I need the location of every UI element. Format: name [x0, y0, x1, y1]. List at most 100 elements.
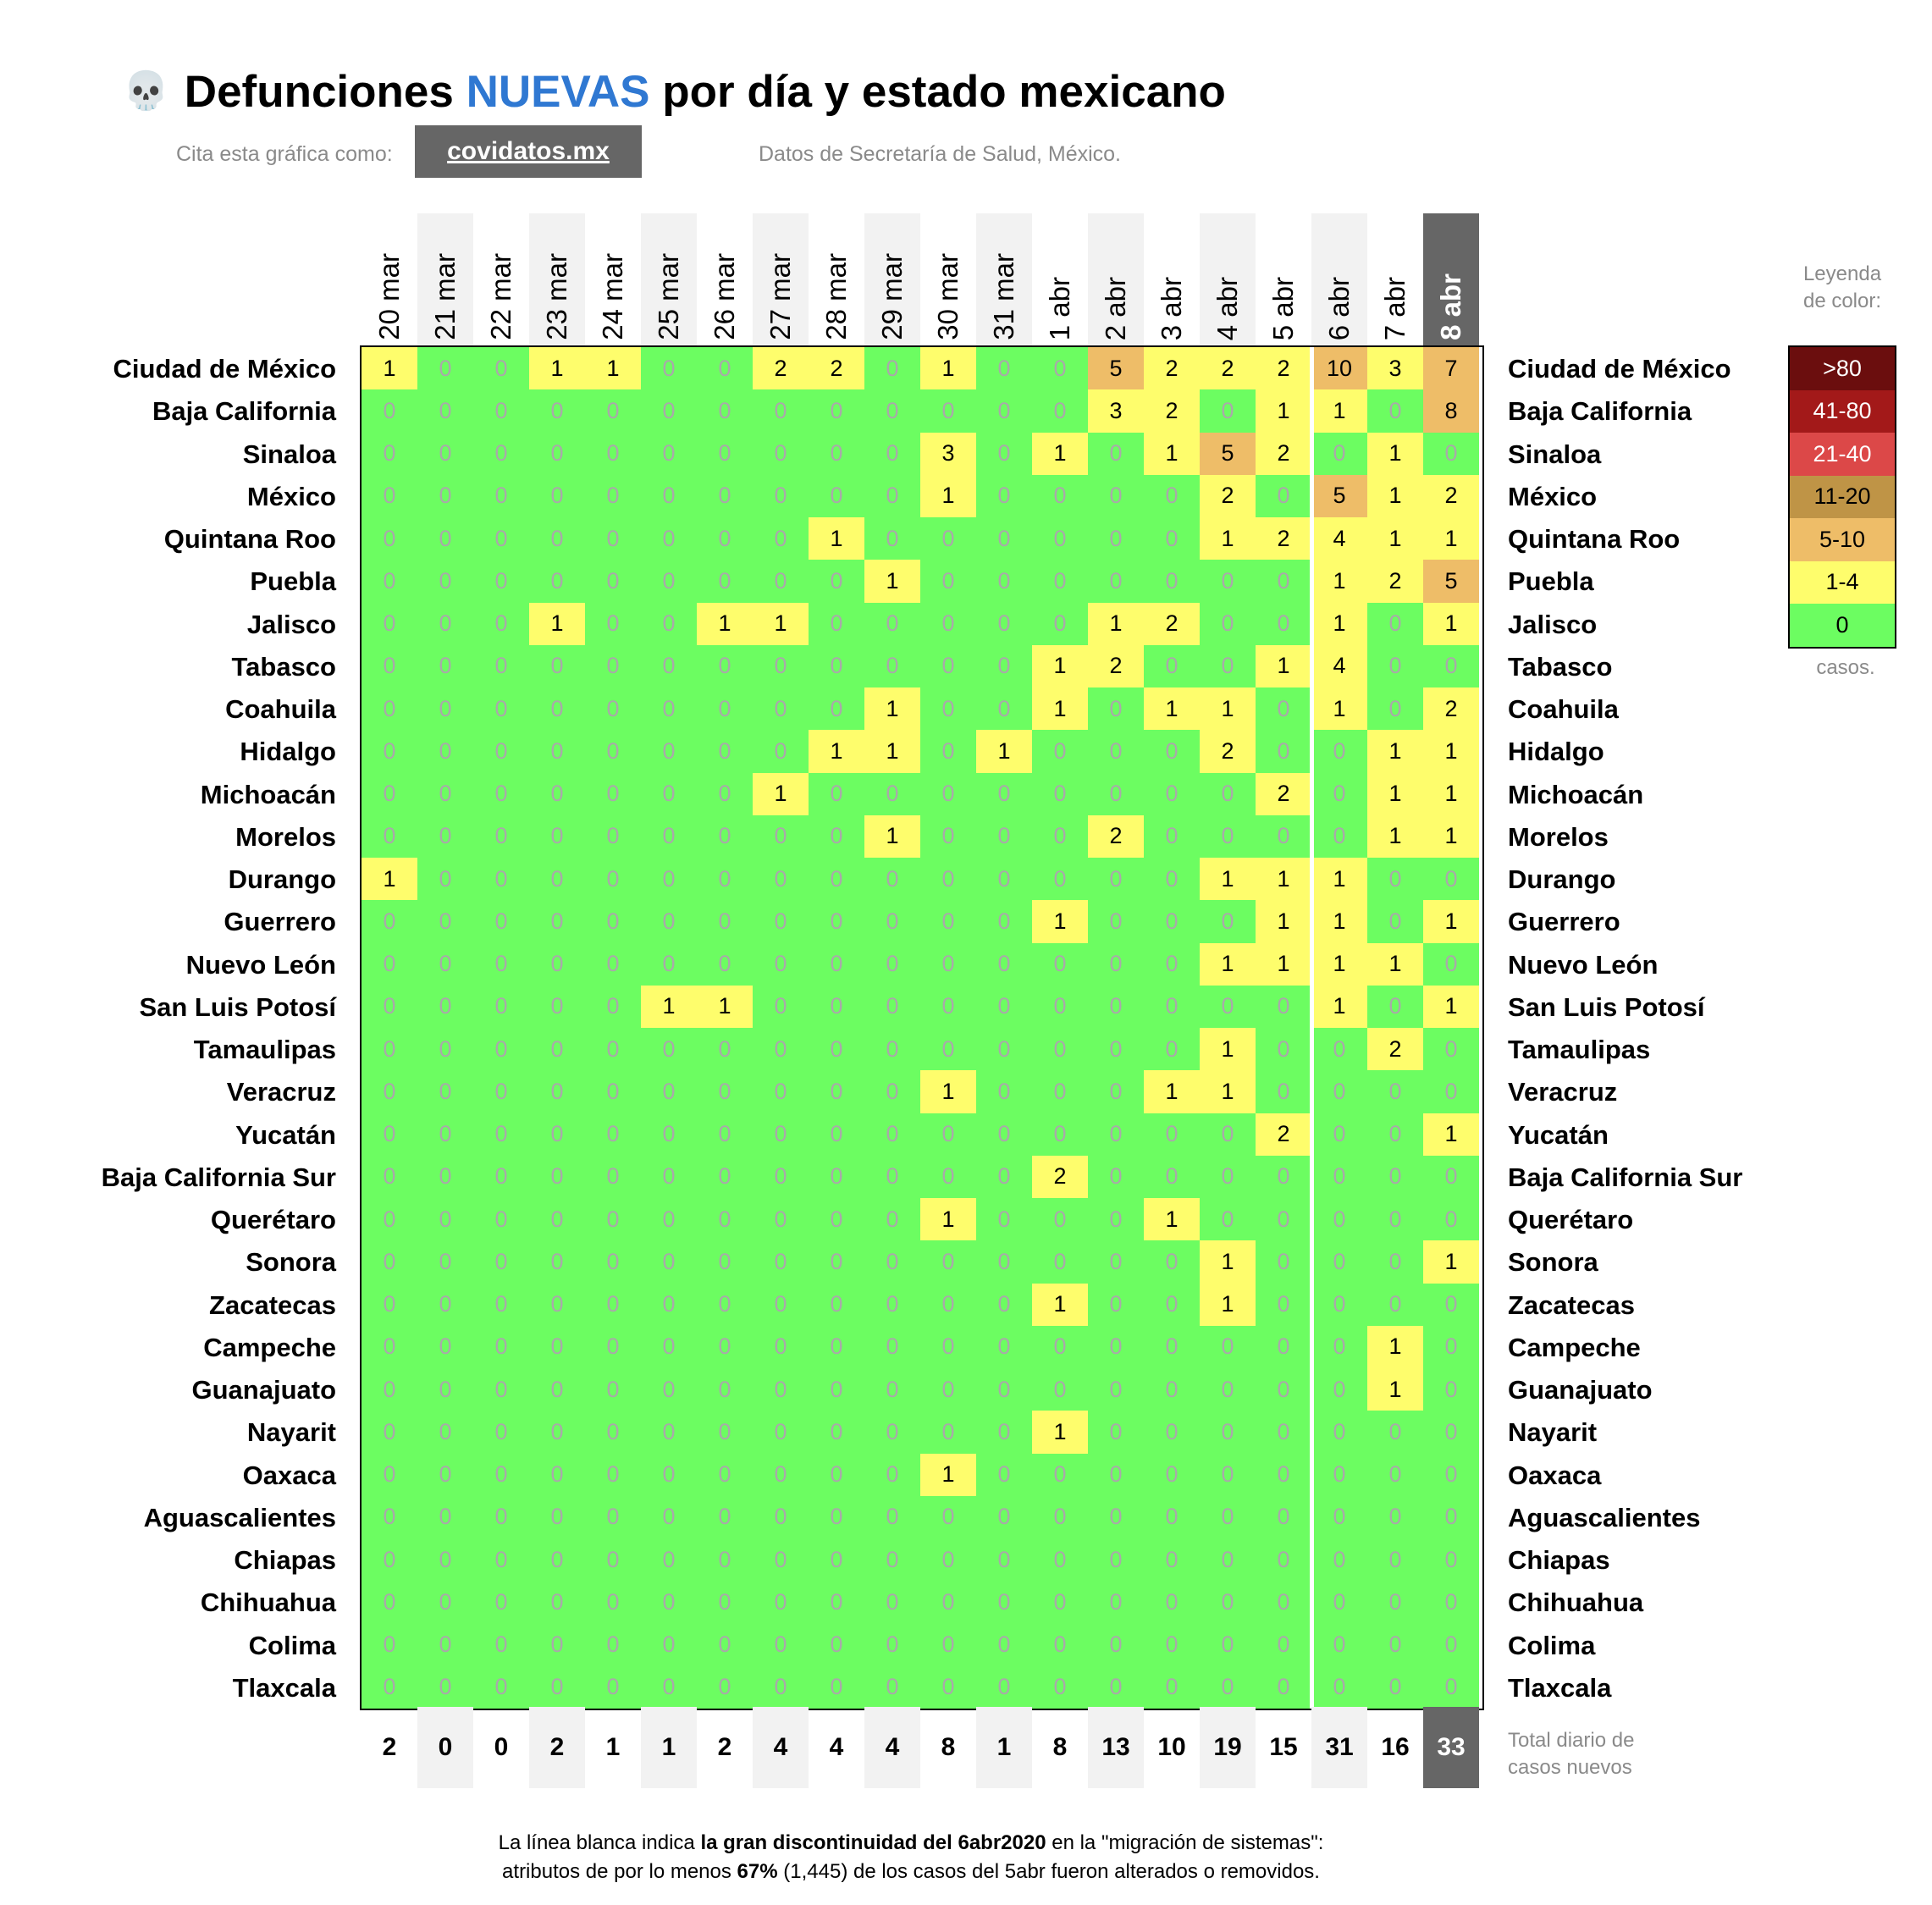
- heatmap-cell: 0: [1367, 1070, 1423, 1113]
- heatmap-cell: 0: [1423, 1283, 1479, 1326]
- state-label-left: Campeche: [203, 1332, 336, 1362]
- heatmap-cell: 0: [529, 1581, 585, 1624]
- heatmap-cell: 0: [976, 602, 1032, 645]
- heatmap-cell: 0: [529, 1453, 585, 1496]
- heatmap-cell: 0: [1088, 1155, 1144, 1198]
- heatmap-cell: 0: [529, 432, 585, 475]
- heatmap-cell: 0: [920, 942, 976, 986]
- heatmap-cell: 0: [1256, 1240, 1311, 1284]
- heatmap-cell: 0: [641, 517, 697, 560]
- heatmap-cell: 1: [1367, 1368, 1423, 1411]
- heatmap-cell: 0: [1088, 432, 1144, 475]
- cite-link[interactable]: covidatos.mx: [415, 125, 642, 178]
- date-header-label: 24 mar: [597, 253, 628, 340]
- state-label-left: Tabasco: [231, 651, 336, 682]
- state-label-left: San Luis Potosí: [139, 991, 336, 1022]
- heatmap-cell: 0: [473, 1113, 529, 1156]
- state-label-left: Puebla: [250, 566, 336, 597]
- skull-icon: 💀: [123, 70, 169, 112]
- date-header: 6 abr: [1311, 213, 1367, 345]
- heatmap-cell: 0: [1200, 1411, 1256, 1454]
- heatmap-cell: 0: [473, 1538, 529, 1582]
- heatmap-cell: 2: [1200, 347, 1256, 390]
- heatmap-cell: 1: [1311, 560, 1367, 603]
- heatmap-cell: 0: [641, 1028, 697, 1071]
- state-label-left: Nayarit: [246, 1417, 336, 1448]
- heatmap-cell: 0: [864, 900, 920, 943]
- legend-item: 11-20: [1790, 475, 1895, 518]
- heatmap-cell: 5: [1088, 347, 1144, 390]
- heatmap-cell: 0: [1200, 1368, 1256, 1411]
- heatmap-cell: 0: [1256, 1453, 1311, 1496]
- heatmap-cell: 0: [473, 517, 529, 560]
- heatmap-cell: 0: [362, 814, 417, 858]
- heatmap-cell: 0: [1088, 1198, 1144, 1241]
- heatmap-cell: 0: [864, 517, 920, 560]
- heatmap-cell: 0: [697, 814, 753, 858]
- heatmap-cell: 0: [864, 1198, 920, 1241]
- date-header-label: 31 mar: [988, 253, 1019, 340]
- heatmap-cell: 0: [1367, 1155, 1423, 1198]
- heatmap-cell: 0: [585, 1665, 641, 1709]
- heatmap-cell: 0: [585, 1325, 641, 1368]
- heatmap-cell: 0: [473, 1453, 529, 1496]
- heatmap-cell: 0: [362, 942, 417, 986]
- heatmap-cell: 0: [809, 1155, 864, 1198]
- heatmap-cell: 0: [1032, 1665, 1088, 1709]
- heatmap-cell: 0: [809, 942, 864, 986]
- heatmap-cell: 0: [585, 432, 641, 475]
- heatmap-cell: 1: [1367, 517, 1423, 560]
- heatmap-cell: 0: [976, 942, 1032, 986]
- heatmap-cell: 0: [809, 1368, 864, 1411]
- heatmap-cell: 0: [529, 1411, 585, 1454]
- heatmap-cell: 0: [1200, 985, 1256, 1028]
- heatmap-cell: 0: [809, 985, 864, 1028]
- heatmap-cell: 0: [920, 858, 976, 901]
- heatmap-grid: 1 0 0 1 1 0 0 2 2 0 1 0 0 5 2 2 2 10 3 7 0 0 0 0 0 0 0 0 0 0 0 0 0 3 2 0 1 1 0…: [360, 345, 1484, 1710]
- heatmap-cell: 0: [697, 389, 753, 433]
- heatmap-cell: 0: [1311, 1623, 1367, 1666]
- heatmap-cell: 0: [1032, 1368, 1088, 1411]
- date-header-label: 20 mar: [373, 253, 405, 340]
- heatmap-cell: 0: [473, 644, 529, 687]
- state-label-right: San Luis Potosí: [1508, 991, 1705, 1022]
- heatmap-cell: 0: [697, 1453, 753, 1496]
- heatmap-cell: 0: [809, 858, 864, 901]
- date-header-label: 28 mar: [820, 253, 852, 340]
- heatmap-cell: 0: [864, 1240, 920, 1284]
- heatmap-cell: 0: [417, 1070, 473, 1113]
- heatmap-cell: 0: [864, 1325, 920, 1368]
- heatmap-cell: 2: [1256, 347, 1311, 390]
- heatmap-cell: 0: [529, 1325, 585, 1368]
- state-label-right: Tabasco: [1508, 651, 1613, 682]
- state-label-left: Tlaxcala: [232, 1672, 336, 1703]
- color-legend: >80 41-80 21-40 11-20 5-10 1-4 0: [1788, 345, 1896, 649]
- heatmap-cell: 0: [920, 1113, 976, 1156]
- heatmap-cell: 0: [362, 560, 417, 603]
- heatmap-cell: 0: [1200, 1198, 1256, 1241]
- heatmap-cell: 0: [976, 1581, 1032, 1624]
- heatmap-cell: 0: [697, 772, 753, 815]
- heatmap-cell: 0: [697, 1240, 753, 1284]
- heatmap-cell: 1: [1367, 474, 1423, 517]
- heatmap-cell: 0: [529, 1623, 585, 1666]
- heatmap-cell: 1: [1367, 942, 1423, 986]
- heatmap-cell: 0: [641, 1240, 697, 1284]
- heatmap-cell: 0: [417, 985, 473, 1028]
- heatmap-cell: 0: [920, 985, 976, 1028]
- heatmap-cell: 0: [362, 474, 417, 517]
- heatmap-cell: 0: [697, 942, 753, 986]
- heatmap-cell: 0: [1200, 1113, 1256, 1156]
- heatmap-cell: 4: [1311, 517, 1367, 560]
- heatmap-cell: 0: [417, 1411, 473, 1454]
- heatmap-cell: 0: [1200, 1623, 1256, 1666]
- state-label-left: Zacatecas: [209, 1289, 336, 1320]
- heatmap-cell: 0: [697, 858, 753, 901]
- heatmap-cell: 0: [976, 1240, 1032, 1284]
- heatmap-cell: 0: [1200, 1665, 1256, 1709]
- heatmap-cell: 0: [697, 1368, 753, 1411]
- heatmap-cell: 0: [976, 1665, 1032, 1709]
- footnote: La línea blanca indica la gran discontin…: [0, 1829, 1932, 1886]
- heatmap-cell: 0: [864, 1283, 920, 1326]
- heatmap-cell: 0: [362, 517, 417, 560]
